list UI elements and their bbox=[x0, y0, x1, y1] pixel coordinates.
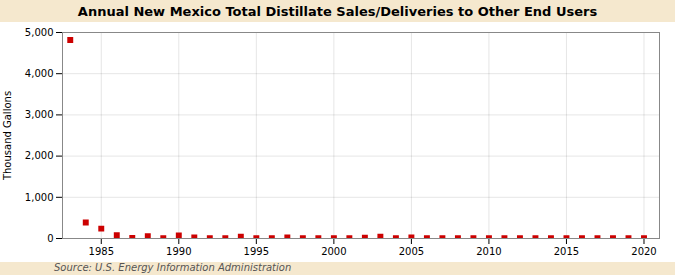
svg-text:3,000: 3,000 bbox=[25, 109, 54, 120]
svg-text:2015: 2015 bbox=[554, 246, 579, 257]
svg-text:5,000: 5,000 bbox=[25, 27, 54, 38]
html-text:Annual New Mexico Total Distil: Annual New Mexico Total Distillate Sales… bbox=[77, 4, 598, 19]
svg-text:2000: 2000 bbox=[321, 246, 346, 257]
svg-text:0: 0 bbox=[47, 233, 53, 244]
svg-text:2005: 2005 bbox=[399, 246, 424, 257]
svg-text:1995: 1995 bbox=[244, 246, 269, 257]
svg-text:2020: 2020 bbox=[631, 246, 656, 257]
svg-text:2,000: 2,000 bbox=[25, 150, 54, 161]
svg-text:1990: 1990 bbox=[166, 246, 191, 257]
svg-text:4,000: 4,000 bbox=[25, 68, 54, 79]
svg-text:2010: 2010 bbox=[476, 246, 501, 257]
svg-text:1985: 1985 bbox=[89, 246, 114, 257]
html-text:Source: U.S. Energy Informatio: Source: U.S. Energy Information Administ… bbox=[54, 262, 292, 273]
svg-text:Thousand Gallons: Thousand Gallons bbox=[2, 91, 13, 181]
svg-text:1,000: 1,000 bbox=[25, 192, 54, 203]
